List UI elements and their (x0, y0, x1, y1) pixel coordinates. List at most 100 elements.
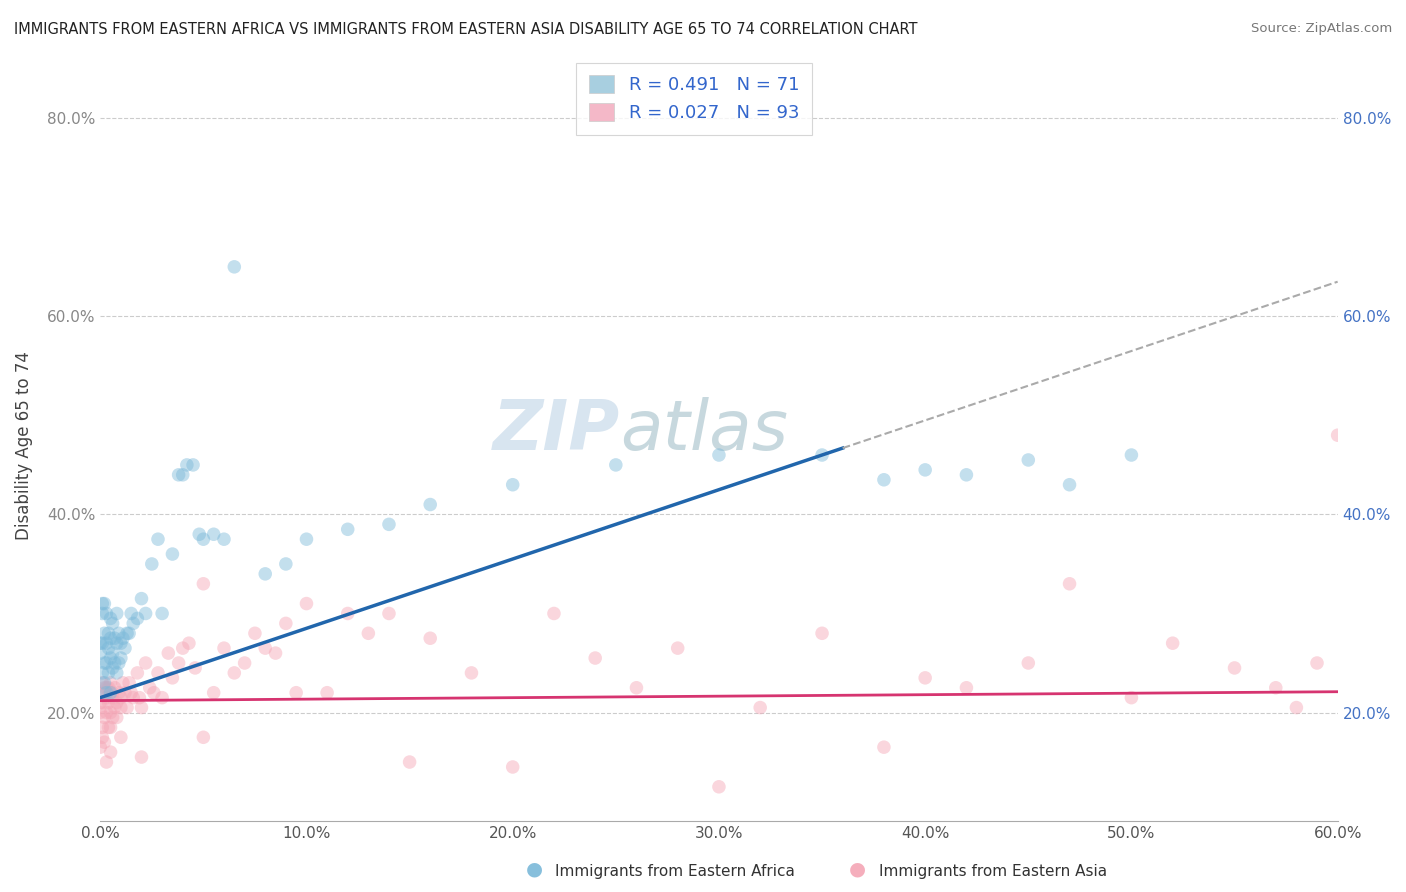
Point (707, 780, 730, 794)
Point (100, 706, 122, 720)
Point (176, 458, 198, 472)
Point (100, 686, 122, 700)
Point (139, 681, 162, 695)
Point (873, 740, 896, 755)
Point (193, 731, 215, 745)
Point (96, 755, 118, 769)
Text: Immigrants from Eastern Asia: Immigrants from Eastern Asia (879, 863, 1107, 879)
Point (131, 591, 153, 606)
Legend: R = 0.491   N = 71, R = 0.027   N = 93: R = 0.491 N = 71, R = 0.027 N = 93 (576, 62, 811, 135)
Point (177, 636, 200, 650)
Point (91, 636, 114, 650)
Text: ●: ● (526, 860, 543, 879)
Point (101, 616, 124, 631)
Point (1306, 656, 1329, 670)
Point (749, 700, 772, 714)
Point (105, 665, 128, 680)
Point (274, 557, 297, 571)
Point (605, 458, 627, 472)
Point (97, 641, 120, 656)
Point (96, 686, 118, 700)
Point (101, 686, 124, 700)
Point (1326, 428, 1348, 442)
Point (93, 710, 115, 724)
Point (224, 260, 246, 274)
Point (91, 675, 114, 690)
Point (1223, 661, 1246, 675)
Point (243, 626, 266, 640)
Point (1017, 453, 1039, 467)
Point (1059, 477, 1081, 491)
Point (316, 686, 339, 700)
Point (131, 700, 153, 714)
Point (104, 656, 127, 670)
Point (162, 547, 184, 561)
Point (96, 706, 118, 720)
Text: Immigrants from Eastern Africa: Immigrants from Eastern Africa (555, 863, 796, 879)
Point (89, 706, 111, 720)
Point (101, 710, 124, 724)
Point (914, 671, 936, 685)
Point (108, 686, 131, 700)
Y-axis label: Disability Age 65 to 74: Disability Age 65 to 74 (15, 351, 32, 540)
Point (104, 681, 127, 695)
Point (127, 611, 149, 625)
Point (295, 532, 318, 546)
Point (336, 607, 359, 621)
Point (955, 681, 977, 695)
Point (146, 532, 169, 546)
Point (150, 607, 173, 621)
Point (1017, 656, 1039, 670)
Text: IMMIGRANTS FROM EASTERN AFRICA VS IMMIGRANTS FROM EASTERN ASIA DISABILITY AGE 65: IMMIGRANTS FROM EASTERN AFRICA VS IMMIGR… (14, 22, 918, 37)
Point (93, 626, 115, 640)
Point (97, 665, 120, 680)
Point (135, 656, 157, 670)
Point (122, 616, 145, 631)
Point (707, 448, 730, 462)
Point (111, 675, 134, 690)
Point (167, 656, 190, 670)
Point (91, 696, 114, 710)
Point (91, 731, 114, 745)
Point (398, 755, 420, 769)
Point (181, 458, 204, 472)
Point (118, 626, 141, 640)
Point (89, 740, 111, 755)
Point (212, 641, 235, 656)
Point (89, 696, 111, 710)
Point (114, 686, 136, 700)
Point (120, 686, 142, 700)
Point (101, 646, 124, 660)
Point (172, 641, 194, 656)
Point (502, 760, 524, 774)
Point (108, 626, 131, 640)
Point (89, 636, 111, 650)
Point (626, 681, 648, 695)
Point (955, 467, 977, 482)
Point (167, 467, 190, 482)
Point (378, 517, 401, 532)
Point (378, 607, 401, 621)
Point (811, 626, 834, 640)
Point (105, 710, 128, 724)
Point (502, 477, 524, 491)
Point (100, 745, 122, 759)
Point (97, 696, 120, 710)
Point (1161, 636, 1184, 650)
Point (118, 675, 141, 690)
Point (91, 720, 114, 734)
Point (254, 641, 277, 656)
Text: Source: ZipAtlas.com: Source: ZipAtlas.com (1251, 22, 1392, 36)
Point (93, 675, 115, 690)
Point (1121, 690, 1143, 705)
Point (97, 720, 120, 734)
Point (120, 607, 142, 621)
Point (101, 661, 124, 675)
Point (97, 681, 120, 695)
Point (460, 665, 482, 680)
Point (1285, 700, 1308, 714)
Point (105, 636, 128, 650)
Point (93, 656, 115, 670)
Point (202, 686, 225, 700)
Point (105, 607, 128, 621)
